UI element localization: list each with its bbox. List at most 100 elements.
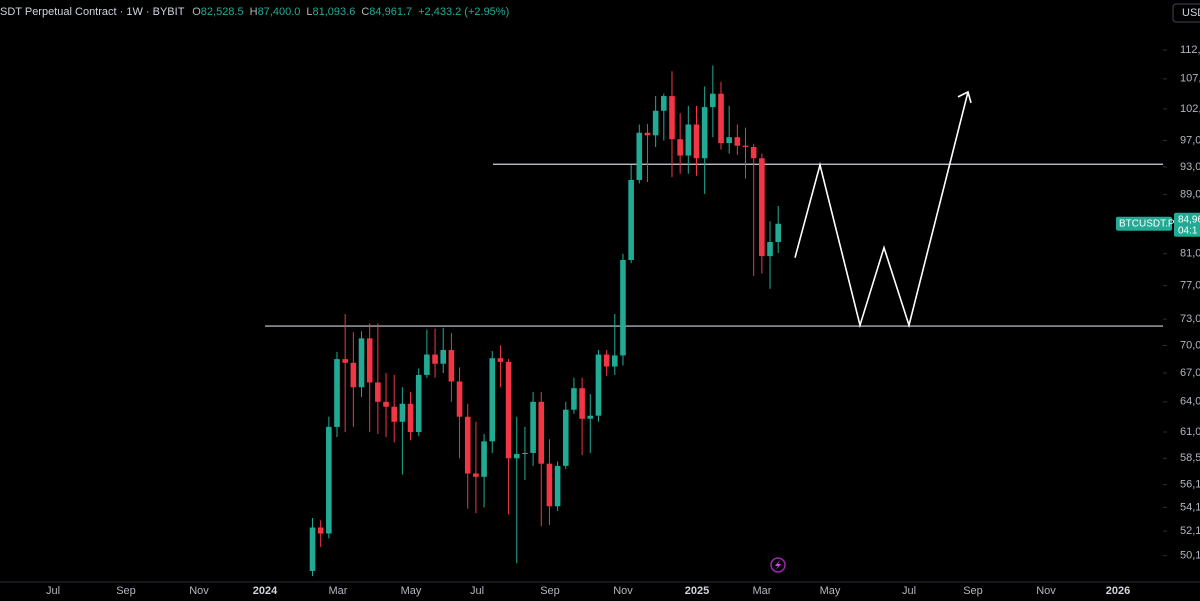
candle-body bbox=[473, 473, 479, 477]
x-tick-label: Jul bbox=[902, 585, 916, 597]
header-part: L bbox=[306, 6, 312, 18]
x-tick-label: Sep bbox=[540, 585, 560, 597]
candle-body bbox=[317, 527, 324, 534]
header-part: 81,093.6 bbox=[313, 6, 356, 18]
candle-body bbox=[718, 93, 724, 144]
y-tick-label: 89,000 bbox=[1180, 188, 1200, 200]
y-tick-label: 97,000 bbox=[1180, 134, 1200, 146]
candle-body bbox=[497, 358, 504, 362]
x-tick-label: May bbox=[401, 585, 422, 597]
candle-body bbox=[440, 350, 447, 364]
candle-body bbox=[562, 409, 569, 466]
candle-body bbox=[489, 358, 496, 442]
candle-body bbox=[734, 137, 741, 146]
y-tick-label: 81,000 bbox=[1180, 248, 1200, 260]
currency-button[interactable] bbox=[1172, 3, 1200, 23]
flash-icon-bolt[interactable] bbox=[775, 560, 781, 570]
flash-icon-ring[interactable] bbox=[770, 557, 786, 573]
x-tick-label: May bbox=[820, 585, 841, 597]
header-part: H bbox=[250, 6, 258, 18]
candle-body bbox=[587, 415, 594, 419]
candle-body bbox=[432, 354, 438, 364]
price-badge-label: 84,961.7 bbox=[1178, 214, 1200, 225]
plot-area bbox=[265, 65, 1163, 577]
x-tick-label: Jul bbox=[46, 585, 60, 597]
price-badge-countdown: 04:1 bbox=[1178, 225, 1198, 236]
candle-body bbox=[342, 359, 348, 363]
candle-body bbox=[775, 223, 781, 243]
candle-body bbox=[595, 354, 602, 416]
candle-body bbox=[375, 382, 381, 402]
header-part: 84,961.7 bbox=[369, 6, 412, 18]
candle-body bbox=[464, 416, 471, 474]
y-tick-label: 102,000 bbox=[1180, 103, 1200, 115]
x-tick-label: Nov bbox=[1036, 585, 1056, 597]
candle-body bbox=[554, 465, 561, 507]
candle-body bbox=[530, 401, 536, 453]
candle-body bbox=[669, 96, 675, 140]
candle-body bbox=[481, 441, 487, 477]
candle-body bbox=[448, 350, 455, 382]
y-tick-label: 52,100 bbox=[1180, 525, 1200, 537]
x-tick-label: Nov bbox=[189, 585, 209, 597]
x-tick-label: 2024 bbox=[253, 585, 278, 597]
candle-body bbox=[424, 354, 430, 375]
y-tick-label: 54,100 bbox=[1180, 501, 1200, 513]
y-tick-label: 56,100 bbox=[1180, 479, 1200, 491]
candle-body bbox=[309, 527, 316, 571]
x-tick-label: Mar bbox=[329, 585, 348, 597]
y-tick-label: 112,000 bbox=[1180, 44, 1200, 56]
candle-body bbox=[759, 158, 765, 257]
candle-body bbox=[701, 107, 708, 159]
candle-body bbox=[652, 110, 659, 136]
candle-body bbox=[693, 124, 700, 159]
symbol-badge-label: BTCUSDT.P bbox=[1119, 218, 1175, 229]
candle-body bbox=[636, 132, 643, 180]
x-tick-label: Mar bbox=[753, 585, 772, 597]
candle-body bbox=[538, 401, 545, 464]
y-tick-label: 77,000 bbox=[1180, 280, 1200, 292]
candle-body bbox=[767, 242, 773, 257]
candle-body bbox=[644, 132, 651, 136]
candle-body bbox=[661, 96, 667, 111]
header-part: 87,400.0 bbox=[258, 6, 301, 18]
y-tick-label: 70,000 bbox=[1180, 339, 1200, 351]
header-part: 82,528.5 bbox=[201, 6, 244, 18]
candle-body bbox=[383, 401, 389, 407]
header-part: SDT Perpetual Contract · 1W · BYBIT bbox=[0, 6, 185, 18]
candle-body bbox=[611, 355, 618, 367]
currency-label[interactable]: USD bbox=[1182, 7, 1200, 19]
x-tick-label: Jul bbox=[470, 585, 484, 597]
candle-body bbox=[415, 374, 422, 432]
candle-body bbox=[628, 179, 634, 261]
candle-body bbox=[710, 93, 716, 108]
candle-body bbox=[571, 388, 577, 410]
projection-arrowhead bbox=[957, 90, 972, 104]
symbol-badge bbox=[1116, 216, 1172, 231]
x-tick-label: 2025 bbox=[685, 585, 709, 597]
candle-body bbox=[750, 147, 757, 159]
candle-body bbox=[505, 361, 512, 459]
y-tick-label: 61,000 bbox=[1180, 426, 1200, 438]
x-tick-label: Sep bbox=[116, 585, 136, 597]
candle-body bbox=[407, 403, 414, 432]
candle-body bbox=[366, 338, 373, 383]
projection-path bbox=[794, 91, 969, 329]
candle-body bbox=[726, 137, 732, 144]
candle-body bbox=[513, 454, 520, 459]
price-badge bbox=[1174, 212, 1200, 237]
y-tick-label: 58,500 bbox=[1180, 452, 1200, 464]
y-tick-label: 73,000 bbox=[1180, 313, 1200, 325]
y-tick-label: 64,000 bbox=[1180, 396, 1200, 408]
candle-body bbox=[391, 406, 397, 422]
candle-body bbox=[546, 463, 553, 507]
flash-icon[interactable] bbox=[770, 557, 786, 573]
candle-body bbox=[350, 362, 357, 388]
candle-body bbox=[579, 388, 585, 419]
header: SDT Perpetual Contract · 1W · BYBIT O82,5… bbox=[0, 6, 509, 18]
header-part: O bbox=[192, 6, 201, 18]
header-part: C bbox=[361, 6, 369, 18]
x-tick-label: Sep bbox=[963, 585, 983, 597]
